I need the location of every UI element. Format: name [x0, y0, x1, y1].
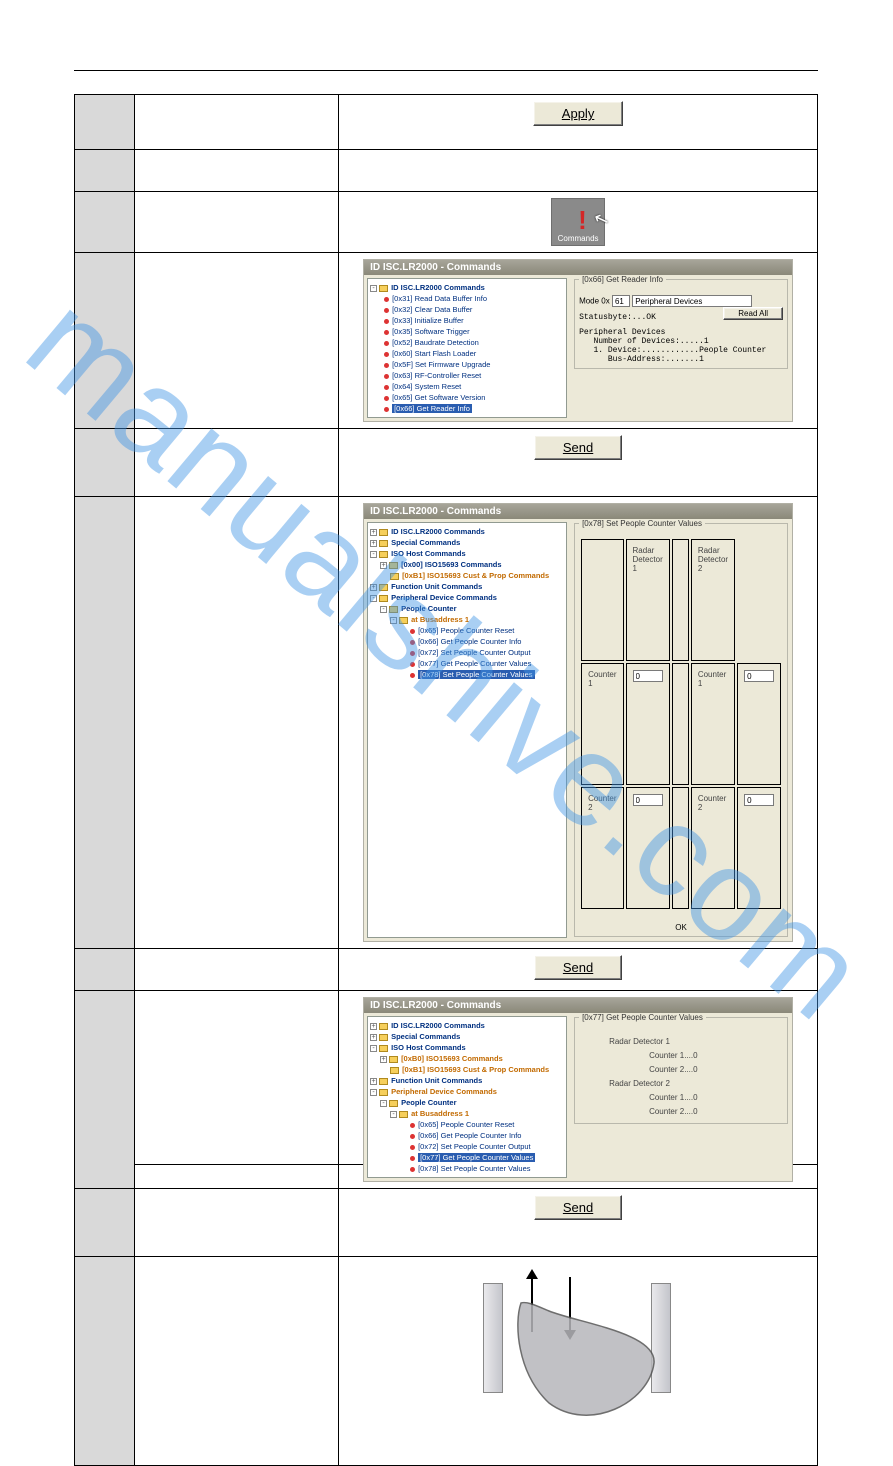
send-button-label: Send [563, 960, 593, 975]
panel-title: ID ISC.LR2000 - Commands [364, 260, 792, 275]
mode-code-input[interactable] [612, 295, 630, 307]
mode-select[interactable] [632, 295, 752, 307]
table-row: Apply [75, 95, 818, 150]
rd1-label: Radar Detector 1 [626, 539, 670, 661]
send-button-label: Send [563, 440, 593, 455]
rd2-counter2: Counter 2....0 [609, 1105, 783, 1119]
rd1-c1-input[interactable] [633, 670, 663, 682]
commands-tile-label: Commands [552, 234, 604, 243]
cursor-icon: ↖ [591, 207, 612, 232]
table-row: ID ISC.LR2000 - Commands +ID ISC.LR2000 … [75, 991, 818, 1189]
command-tree[interactable]: +ID ISC.LR2000 Commands+Special Commands… [367, 522, 567, 938]
counter1-label-2: Counter 1 [691, 663, 735, 785]
table-row: Send [75, 949, 818, 991]
group-title: [0x78] Set People Counter Values [579, 519, 705, 528]
table-row: ! ↖ Commands [75, 192, 818, 253]
table-row [75, 1257, 818, 1466]
panel-get-values: ID ISC.LR2000 - Commands +ID ISC.LR2000 … [363, 997, 793, 1182]
table-row [75, 150, 818, 192]
table-row: ID ISC.LR2000 - Commands +ID ISC.LR2000 … [75, 497, 818, 949]
read-all-button[interactable]: Read All [723, 307, 783, 320]
group-title: [0x77] Get People Counter Values [579, 1013, 706, 1022]
rd1-counter2: Counter 2....0 [609, 1063, 783, 1077]
apply-button[interactable]: Apply [533, 101, 624, 126]
send-button[interactable]: Send [534, 435, 622, 460]
commands-tile[interactable]: ! ↖ Commands [551, 198, 605, 246]
table-row: Send [75, 1189, 818, 1257]
rd2-counter1: Counter 1....0 [609, 1091, 783, 1105]
table-row: ID ISC.LR2000 - Commands -ID ISC.LR2000 … [75, 253, 818, 429]
rd1-counter1: Counter 1....0 [609, 1049, 783, 1063]
command-tree[interactable]: +ID ISC.LR2000 Commands+Special Commands… [367, 1016, 567, 1178]
group-title: [0x66] Get Reader Info [579, 275, 666, 284]
rd2-c2-input[interactable] [744, 794, 774, 806]
command-tree[interactable]: -ID ISC.LR2000 Commands[0x31] Read Data … [367, 278, 567, 418]
rd1-label: Radar Detector 1 [609, 1035, 783, 1049]
panel-get-reader-info: ID ISC.LR2000 - Commands -ID ISC.LR2000 … [363, 259, 793, 422]
rd2-c1-input[interactable] [744, 670, 774, 682]
rd2-label: Radar Detector 2 [691, 539, 735, 661]
send-button[interactable]: Send [534, 955, 622, 980]
counter2-label: Counter 2 [581, 787, 623, 909]
panel-set-values: ID ISC.LR2000 - Commands +ID ISC.LR2000 … [363, 503, 793, 942]
panel-title: ID ISC.LR2000 - Commands [364, 504, 792, 519]
steps-table: Apply ! ↖ Commands ID ISC.LR2000 - Comma… [74, 94, 818, 1466]
apply-button-label: Apply [562, 106, 595, 121]
counter2-label-2: Counter 2 [691, 787, 735, 909]
panel-title: ID ISC.LR2000 - Commands [364, 998, 792, 1013]
gate-left-icon [483, 1283, 503, 1393]
page-rule-top [74, 70, 818, 71]
mode-label: Mode 0x [579, 297, 610, 306]
shoe-icon [509, 1293, 659, 1423]
response-block: Peripheral Devices Number of Devices:...… [579, 328, 783, 364]
rd2-label: Radar Detector 2 [609, 1077, 783, 1091]
counter1-label: Counter 1 [581, 663, 623, 785]
ok-label: OK [579, 923, 783, 932]
send-button[interactable]: Send [534, 1195, 622, 1220]
gate-illustration [473, 1271, 683, 1451]
table-row: Send [75, 429, 818, 497]
rd1-c2-input[interactable] [633, 794, 663, 806]
send-button-label: Send [563, 1200, 593, 1215]
